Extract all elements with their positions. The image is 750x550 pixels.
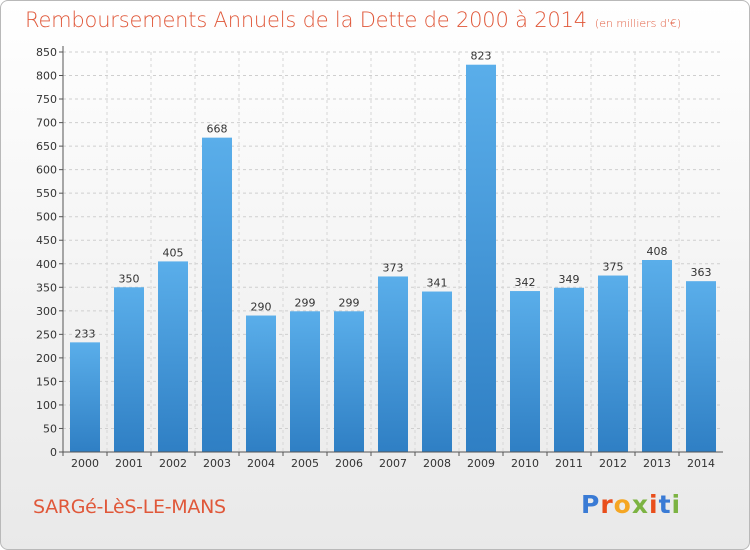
- y-tick-label: 600: [36, 164, 57, 177]
- value-label-2001: 350: [119, 272, 140, 285]
- city-name: SARGé-LèS-LE-MANS: [33, 496, 226, 518]
- value-label-2005: 299: [295, 296, 316, 309]
- y-tick-label: 200: [36, 352, 57, 365]
- y-tick-label: 700: [36, 117, 57, 130]
- value-label-2011: 349: [559, 273, 580, 286]
- chart-subtitle: (en milliers d'€): [594, 17, 682, 30]
- value-label-2000: 233: [75, 327, 96, 340]
- y-tick-label: 250: [36, 328, 57, 341]
- x-tick-label: 2007: [379, 457, 407, 470]
- bar-2006: [334, 311, 364, 452]
- y-tick-label: 650: [36, 140, 57, 153]
- y-tick-label: 450: [36, 234, 57, 247]
- bar-2003: [202, 137, 232, 452]
- value-label-2006: 299: [339, 296, 360, 309]
- value-label-2007: 373: [383, 261, 404, 274]
- x-tick-label: 2001: [115, 457, 143, 470]
- x-tick-label: 2000: [71, 457, 99, 470]
- logo-letter: o: [613, 490, 632, 519]
- y-tick-label: 800: [36, 70, 57, 83]
- x-tick-label: 2009: [467, 457, 495, 470]
- x-tick-label: 2010: [511, 457, 539, 470]
- y-tick-label: 50: [43, 422, 57, 435]
- value-label-2012: 375: [603, 261, 624, 274]
- value-label-2010: 342: [515, 276, 536, 289]
- y-tick-label: 550: [36, 187, 57, 200]
- bar-2013: [642, 260, 672, 452]
- value-label-2008: 341: [427, 277, 448, 290]
- x-tick-label: 2003: [203, 457, 231, 470]
- value-label-2004: 290: [251, 301, 272, 314]
- y-tick-label: 300: [36, 305, 57, 318]
- value-label-2014: 363: [691, 266, 712, 279]
- bar-2010: [510, 291, 540, 452]
- x-tick-label: 2012: [599, 457, 627, 470]
- bar-2008: [422, 291, 452, 452]
- bar-2009: [466, 64, 496, 453]
- logo-letter: r: [600, 490, 614, 519]
- proxiti-logo[interactable]: Proxiti: [581, 490, 681, 519]
- y-tick-label: 750: [36, 93, 57, 106]
- y-tick-label: 500: [36, 211, 57, 224]
- y-tick-label: 850: [36, 46, 57, 59]
- value-label-2013: 408: [647, 245, 668, 258]
- y-tick-label: 150: [36, 375, 57, 388]
- y-tick-label: 400: [36, 258, 57, 271]
- value-label-2009: 823: [471, 50, 492, 63]
- value-label-2003: 668: [207, 123, 228, 136]
- y-tick-label: 0: [50, 446, 57, 459]
- logo-letter: i: [671, 490, 682, 519]
- bar-2005: [290, 311, 320, 452]
- logo-letter: x: [631, 490, 649, 519]
- value-label-2002: 405: [163, 246, 184, 259]
- bar-2001: [114, 287, 144, 452]
- bar-2000: [70, 342, 100, 452]
- logo-letter: i: [649, 490, 659, 519]
- y-tick-label: 350: [36, 281, 57, 294]
- logo-letter: P: [581, 490, 601, 519]
- x-tick-label: 2005: [291, 457, 319, 470]
- x-tick-label: 2008: [423, 457, 451, 470]
- bar-2002: [158, 261, 188, 452]
- y-tick-label: 100: [36, 399, 57, 412]
- x-tick-label: 2004: [247, 457, 275, 470]
- chart-title: Remboursements Annuels de la Dette de 20…: [25, 8, 682, 32]
- logo-letter: t: [658, 490, 672, 519]
- x-tick-label: 2006: [335, 457, 363, 470]
- bar-2014: [686, 281, 716, 452]
- bar-2007: [378, 276, 408, 452]
- bar-2012: [598, 275, 628, 452]
- bar-2004: [246, 315, 276, 452]
- bar-2011: [554, 287, 584, 452]
- x-tick-label: 2013: [643, 457, 671, 470]
- x-tick-label: 2011: [555, 457, 583, 470]
- x-tick-label: 2014: [687, 457, 715, 470]
- x-tick-label: 2002: [159, 457, 187, 470]
